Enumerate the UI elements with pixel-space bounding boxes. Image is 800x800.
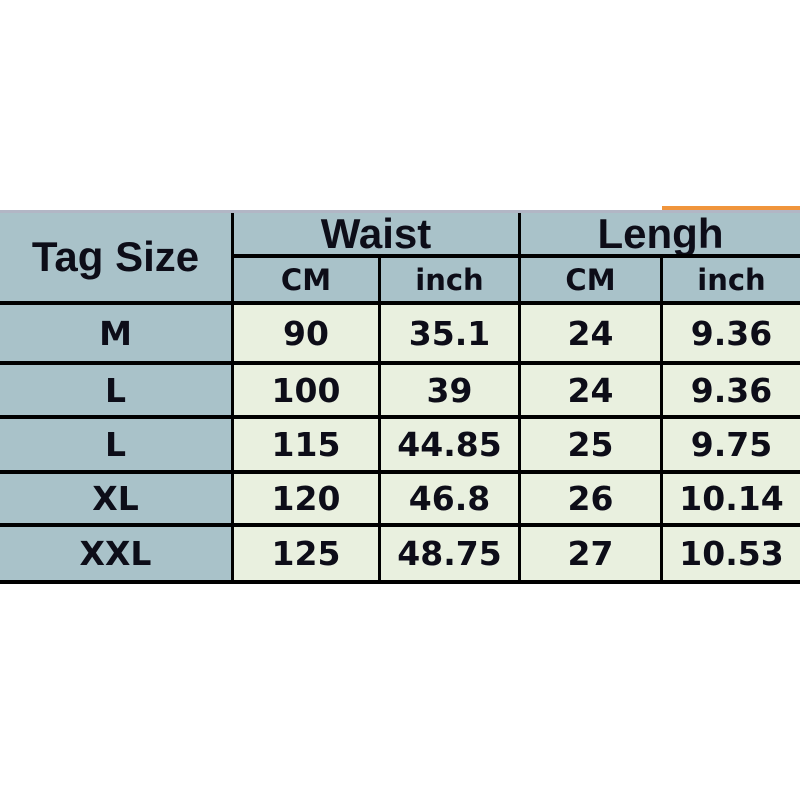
lengh-inch-cell: 10.14 bbox=[663, 474, 800, 527]
tag-size-header-cell: Tag Size bbox=[0, 213, 234, 305]
waist-inch-header-cell: inch bbox=[381, 258, 521, 305]
waist-group-header-cell: Waist bbox=[234, 213, 521, 258]
waist-cm-cell: 115 bbox=[234, 419, 381, 474]
waist-inch-cell: 48.75 bbox=[381, 527, 521, 584]
lengh-inch-cell: 10.53 bbox=[663, 527, 800, 584]
lengh-inch-cell: 9.75 bbox=[663, 419, 800, 474]
lengh-cm-cell: 24 bbox=[521, 305, 663, 365]
lengh-inch-cell: 9.36 bbox=[663, 365, 800, 419]
size-chart-table: Tag Size Waist Lengh CM inch CM inch M 9… bbox=[0, 210, 800, 584]
size-cell: M bbox=[0, 305, 234, 365]
waist-cm-header-cell: CM bbox=[234, 258, 381, 305]
lengh-inch-header-cell: inch bbox=[663, 258, 800, 305]
lengh-cm-cell: 26 bbox=[521, 474, 663, 527]
size-cell: XXL bbox=[0, 527, 234, 584]
lengh-cm-cell: 24 bbox=[521, 365, 663, 419]
lengh-cm-cell: 25 bbox=[521, 419, 663, 474]
lengh-group-header-cell: Lengh bbox=[521, 213, 800, 258]
waist-inch-cell: 44.85 bbox=[381, 419, 521, 474]
waist-inch-cell: 35.1 bbox=[381, 305, 521, 365]
waist-cm-cell: 90 bbox=[234, 305, 381, 365]
lengh-cm-header-cell: CM bbox=[521, 258, 663, 305]
waist-inch-cell: 39 bbox=[381, 365, 521, 419]
waist-cm-cell: 120 bbox=[234, 474, 381, 527]
size-cell: XL bbox=[0, 474, 234, 527]
waist-inch-cell: 46.8 bbox=[381, 474, 521, 527]
size-cell: L bbox=[0, 419, 234, 474]
size-cell: L bbox=[0, 365, 234, 419]
lengh-inch-cell: 9.36 bbox=[663, 305, 800, 365]
waist-cm-cell: 100 bbox=[234, 365, 381, 419]
lengh-cm-cell: 27 bbox=[521, 527, 663, 584]
waist-cm-cell: 125 bbox=[234, 527, 381, 584]
